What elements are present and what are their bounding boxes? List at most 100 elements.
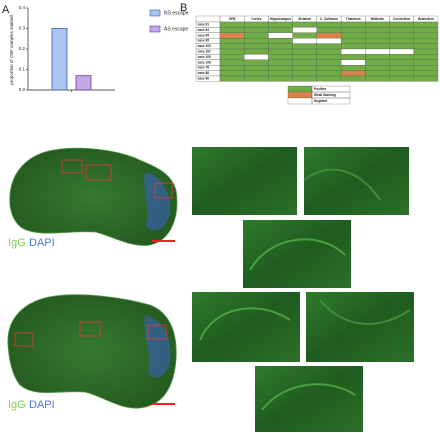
column-header: OFB: [229, 17, 236, 21]
table-cell: [268, 21, 293, 28]
table-cell: [365, 54, 390, 60]
legend-label: NS escape: [164, 10, 189, 16]
table-cell: [365, 27, 390, 33]
table-cell: [340, 59, 366, 66]
stain-label: IgG: [8, 399, 26, 411]
legend-swatch: [287, 97, 313, 105]
table-cell: [365, 32, 390, 39]
table-cell: [268, 75, 293, 82]
table-cell: [292, 27, 318, 33]
table-cell: [413, 43, 439, 50]
row-header: case 86: [198, 71, 210, 75]
table-cell: [292, 59, 318, 66]
legend-cell: [311, 97, 351, 105]
table-cell: [316, 48, 342, 55]
table-cell: [316, 65, 342, 71]
table-cell: [316, 43, 342, 50]
table-cell: [413, 75, 439, 82]
table-cell: [413, 38, 439, 44]
table-cell: [195, 15, 221, 23]
row-header: case 102: [198, 50, 212, 54]
table-cell: [292, 21, 318, 28]
table-cell: [340, 27, 366, 33]
column-header: Midbrain: [371, 17, 384, 21]
table-cell: [365, 75, 390, 82]
row-header: case 76: [198, 66, 210, 70]
row-header: case 100: [198, 44, 212, 48]
table-cell: [219, 38, 245, 44]
table-cell: [340, 54, 366, 60]
table-cell: [389, 54, 414, 60]
table-cell: [292, 54, 318, 60]
legend-label: AS escape: [164, 26, 188, 32]
legend-swatch: [287, 85, 313, 93]
column-header: C. Callosum: [320, 17, 339, 21]
stain-label: IgG: [8, 237, 26, 249]
table-cell: [413, 54, 439, 60]
table-cell: [244, 59, 269, 66]
table-cell: [365, 65, 390, 71]
table-cell: [268, 48, 293, 55]
table-cell: [316, 70, 342, 77]
panel-label: D: [8, 296, 17, 311]
table-cell: [219, 65, 245, 71]
table-cell: [292, 32, 318, 39]
table-cell: [340, 43, 366, 50]
table-cell: [219, 32, 245, 39]
row-header: case 81: [198, 23, 210, 27]
column-header: Cortex: [251, 17, 261, 21]
table-cell: [219, 27, 245, 33]
table-cell: [365, 21, 390, 28]
table-cell: [244, 65, 269, 71]
table-cell: [292, 43, 318, 50]
table-cell: [389, 75, 414, 82]
table-cell: [244, 54, 269, 60]
table-cell: [316, 38, 342, 44]
table-cell: [219, 75, 245, 82]
table-cell: [268, 59, 293, 66]
table-cell: [268, 38, 293, 44]
micrograph: [304, 147, 409, 215]
panel-label: B: [180, 2, 187, 14]
table-cell: [316, 54, 342, 60]
table-cell: [244, 27, 269, 33]
column-header: Hippocampus: [270, 17, 291, 21]
table-cell: [244, 70, 269, 77]
table-cell: [219, 70, 245, 77]
table-cell: [340, 70, 366, 77]
table-cell: [316, 75, 342, 82]
legend-swatch: [287, 91, 313, 99]
table-cell: [244, 75, 269, 82]
table-cell: [292, 70, 318, 77]
table-cell: [268, 43, 293, 50]
micrograph: [192, 147, 297, 215]
table-cell: [292, 75, 318, 82]
table-cell: [219, 43, 245, 50]
table-cell: [268, 32, 293, 39]
table-cell: [316, 21, 342, 28]
column-header: Thalamus: [346, 17, 361, 21]
y-axis-label: proportion of CBF samples stained: [9, 15, 14, 85]
table-cell: [340, 65, 366, 71]
row-header: case 84: [198, 28, 210, 32]
table-cell: [413, 48, 439, 55]
table-cell: [219, 54, 245, 60]
table-cell: [413, 65, 439, 71]
table-cell: [316, 32, 342, 39]
table-cell: [340, 38, 366, 44]
column-header: Cerebellum: [393, 17, 411, 21]
y-tick-label: 0.3: [19, 26, 26, 31]
table-cell: [389, 59, 414, 66]
legend-label: Positive: [314, 87, 326, 91]
brain-image: [9, 147, 178, 246]
table-cell: [268, 65, 293, 71]
table-cell: [413, 70, 439, 77]
table-cell: [389, 70, 414, 77]
table-cell: [244, 32, 269, 39]
table-cell: [219, 48, 245, 55]
table-cell: [365, 48, 390, 55]
table-cell: [292, 38, 318, 44]
column-header: Striatum: [298, 17, 311, 21]
table-cell: [413, 32, 439, 39]
